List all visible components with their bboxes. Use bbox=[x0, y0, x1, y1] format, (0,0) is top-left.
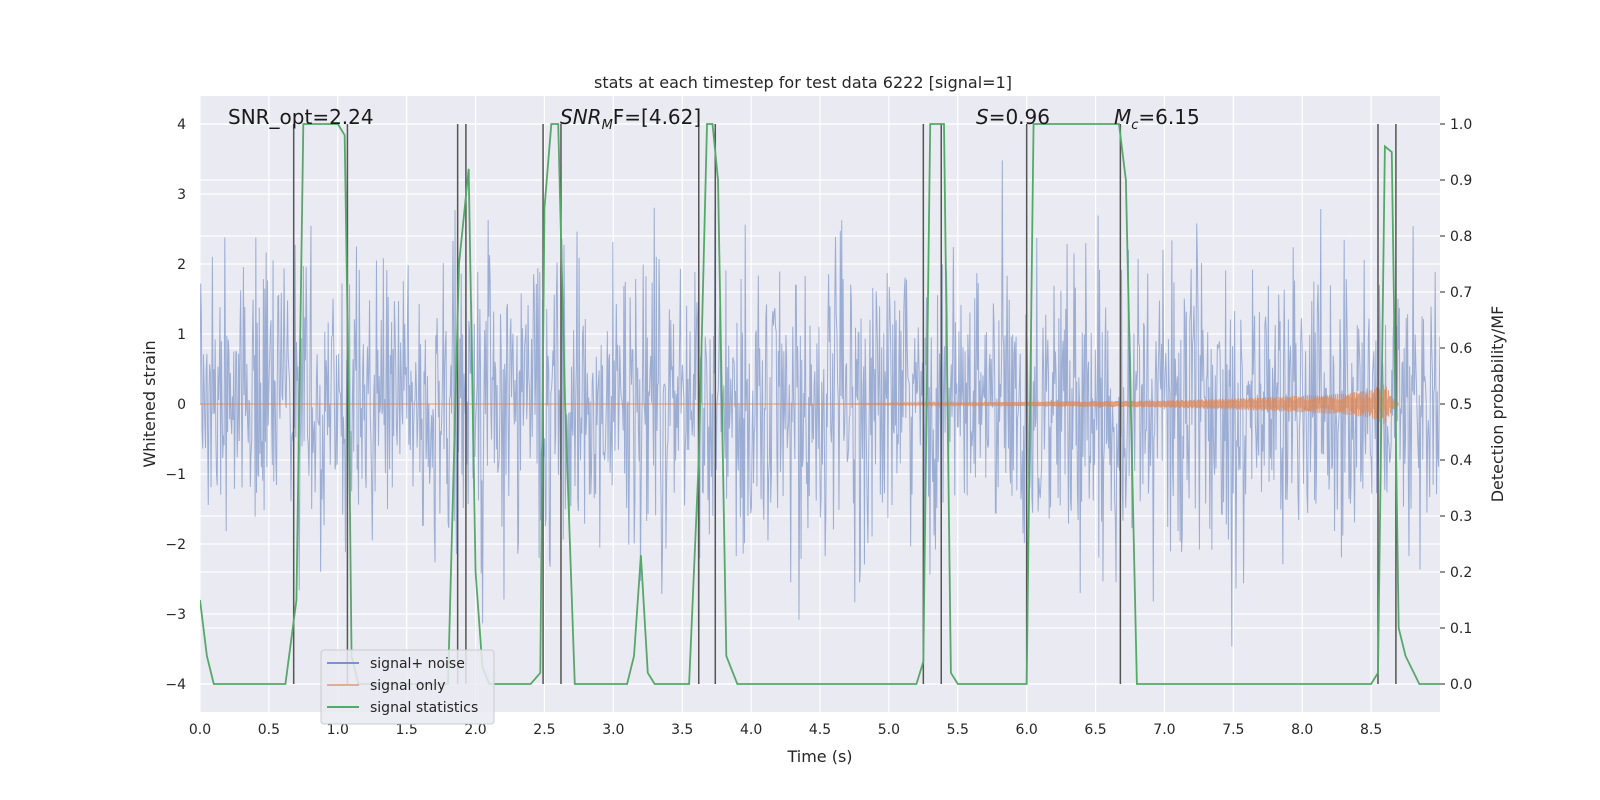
annotation-snr-mf-base: SNR bbox=[560, 105, 602, 129]
y2-tick-label: 0.1 bbox=[1450, 621, 1472, 637]
y2-tick-label: 0.8 bbox=[1450, 229, 1472, 245]
annotation-mc-sub: c bbox=[1131, 118, 1138, 133]
y2-axis-ticks: 0.0 0.1 0.2 0.3 0.4 0.5 0.6 0.7 0.8 0.9 1.0 bbox=[1440, 117, 1472, 693]
y2-axis-label: Detection probability/MF bbox=[1488, 306, 1507, 503]
y-tick-label: −2 bbox=[165, 537, 186, 553]
y-tick-label: −4 bbox=[165, 677, 186, 693]
x-tick-label: 1.5 bbox=[396, 722, 418, 738]
annotation-snr-mf-rest: F=[4.62] bbox=[613, 105, 701, 129]
legend-box bbox=[320, 649, 495, 725]
y-tick-label: 1 bbox=[177, 327, 186, 343]
legend-label-stats: signal statistics bbox=[370, 700, 478, 716]
x-tick-label: 8.0 bbox=[1291, 722, 1313, 738]
x-tick-label: 5.0 bbox=[878, 722, 900, 738]
y2-tick-label: 0.5 bbox=[1450, 397, 1472, 413]
x-tick-label: 2.0 bbox=[464, 722, 486, 738]
annotation-s-rest: =0.96 bbox=[989, 105, 1050, 129]
x-tick-label: 4.5 bbox=[809, 722, 831, 738]
y2-tick-label: 0.6 bbox=[1450, 341, 1472, 357]
x-tick-label: 3.0 bbox=[602, 722, 624, 738]
x-tick-label: 0.0 bbox=[189, 722, 211, 738]
annotation-mc-base: M bbox=[1114, 105, 1131, 129]
x-tick-label: 7.0 bbox=[1153, 722, 1175, 738]
x-axis-label: Time (s) bbox=[786, 747, 852, 766]
signal-statistics-series bbox=[200, 123, 1440, 685]
signal-noise-series bbox=[200, 160, 1440, 647]
x-tick-label: 0.5 bbox=[258, 722, 280, 738]
annotation-s: S=0.96 bbox=[976, 105, 1050, 129]
y-tick-label: 2 bbox=[177, 257, 186, 273]
x-tick-label: 5.5 bbox=[947, 722, 969, 738]
x-tick-label: 6.0 bbox=[1016, 722, 1038, 738]
y2-tick-label: 0.9 bbox=[1450, 173, 1472, 189]
annotation-snr-mf: SNRMF=[4.62] bbox=[560, 105, 701, 133]
y2-tick-label: 0.4 bbox=[1450, 453, 1472, 469]
annotation-mc: Mc=6.15 bbox=[1114, 105, 1200, 133]
y-tick-label: 4 bbox=[177, 117, 186, 133]
y-tick-label: −3 bbox=[165, 607, 186, 623]
x-tick-label: 3.5 bbox=[671, 722, 693, 738]
x-tick-label: 8.5 bbox=[1360, 722, 1382, 738]
x-tick-label: 7.5 bbox=[1222, 722, 1244, 738]
signal-only-series bbox=[200, 384, 1400, 424]
y2-tick-label: 0.2 bbox=[1450, 565, 1472, 581]
signal-noise-line bbox=[200, 160, 1440, 647]
x-tick-label: 1.0 bbox=[327, 722, 349, 738]
chart-title: stats at each timestep for test data 622… bbox=[594, 73, 1012, 92]
annotation-snr-opt: SNR_opt=2.24 bbox=[228, 105, 374, 129]
y-tick-label: 0 bbox=[177, 397, 186, 413]
annotation-snr-mf-sub: M bbox=[602, 118, 613, 133]
y2-tick-label: 1.0 bbox=[1450, 117, 1472, 133]
signal-statistics-line bbox=[200, 123, 1440, 685]
y2-tick-label: 0.7 bbox=[1450, 285, 1472, 301]
annotation-s-base: S bbox=[976, 105, 989, 129]
legend: signal+ noise signal only signal statist… bbox=[320, 649, 495, 725]
plot-area bbox=[200, 123, 1440, 685]
annotation-mc-rest: =6.15 bbox=[1138, 105, 1199, 129]
y-axis-ticks: −4 −3 −2 −1 0 1 2 3 4 bbox=[165, 117, 186, 693]
y-tick-label: 3 bbox=[177, 187, 186, 203]
x-tick-label: 6.5 bbox=[1084, 722, 1106, 738]
y2-tick-label: 0.0 bbox=[1450, 677, 1472, 693]
y2-tick-label: 0.3 bbox=[1450, 509, 1472, 525]
legend-label-noise: signal+ noise bbox=[370, 656, 465, 672]
signal-only-line bbox=[200, 384, 1400, 424]
legend-label-signal: signal only bbox=[370, 678, 445, 694]
y-tick-label: −1 bbox=[165, 467, 186, 483]
x-tick-label: 4.0 bbox=[740, 722, 762, 738]
y-axis-label: Whitened strain bbox=[140, 340, 159, 467]
x-axis-ticks: 0.0 0.5 1.0 1.5 2.0 2.5 3.0 3.5 4.0 4.5 5.0 5.5 6.0 6… bbox=[189, 722, 1382, 738]
x-tick-label: 2.5 bbox=[533, 722, 555, 738]
